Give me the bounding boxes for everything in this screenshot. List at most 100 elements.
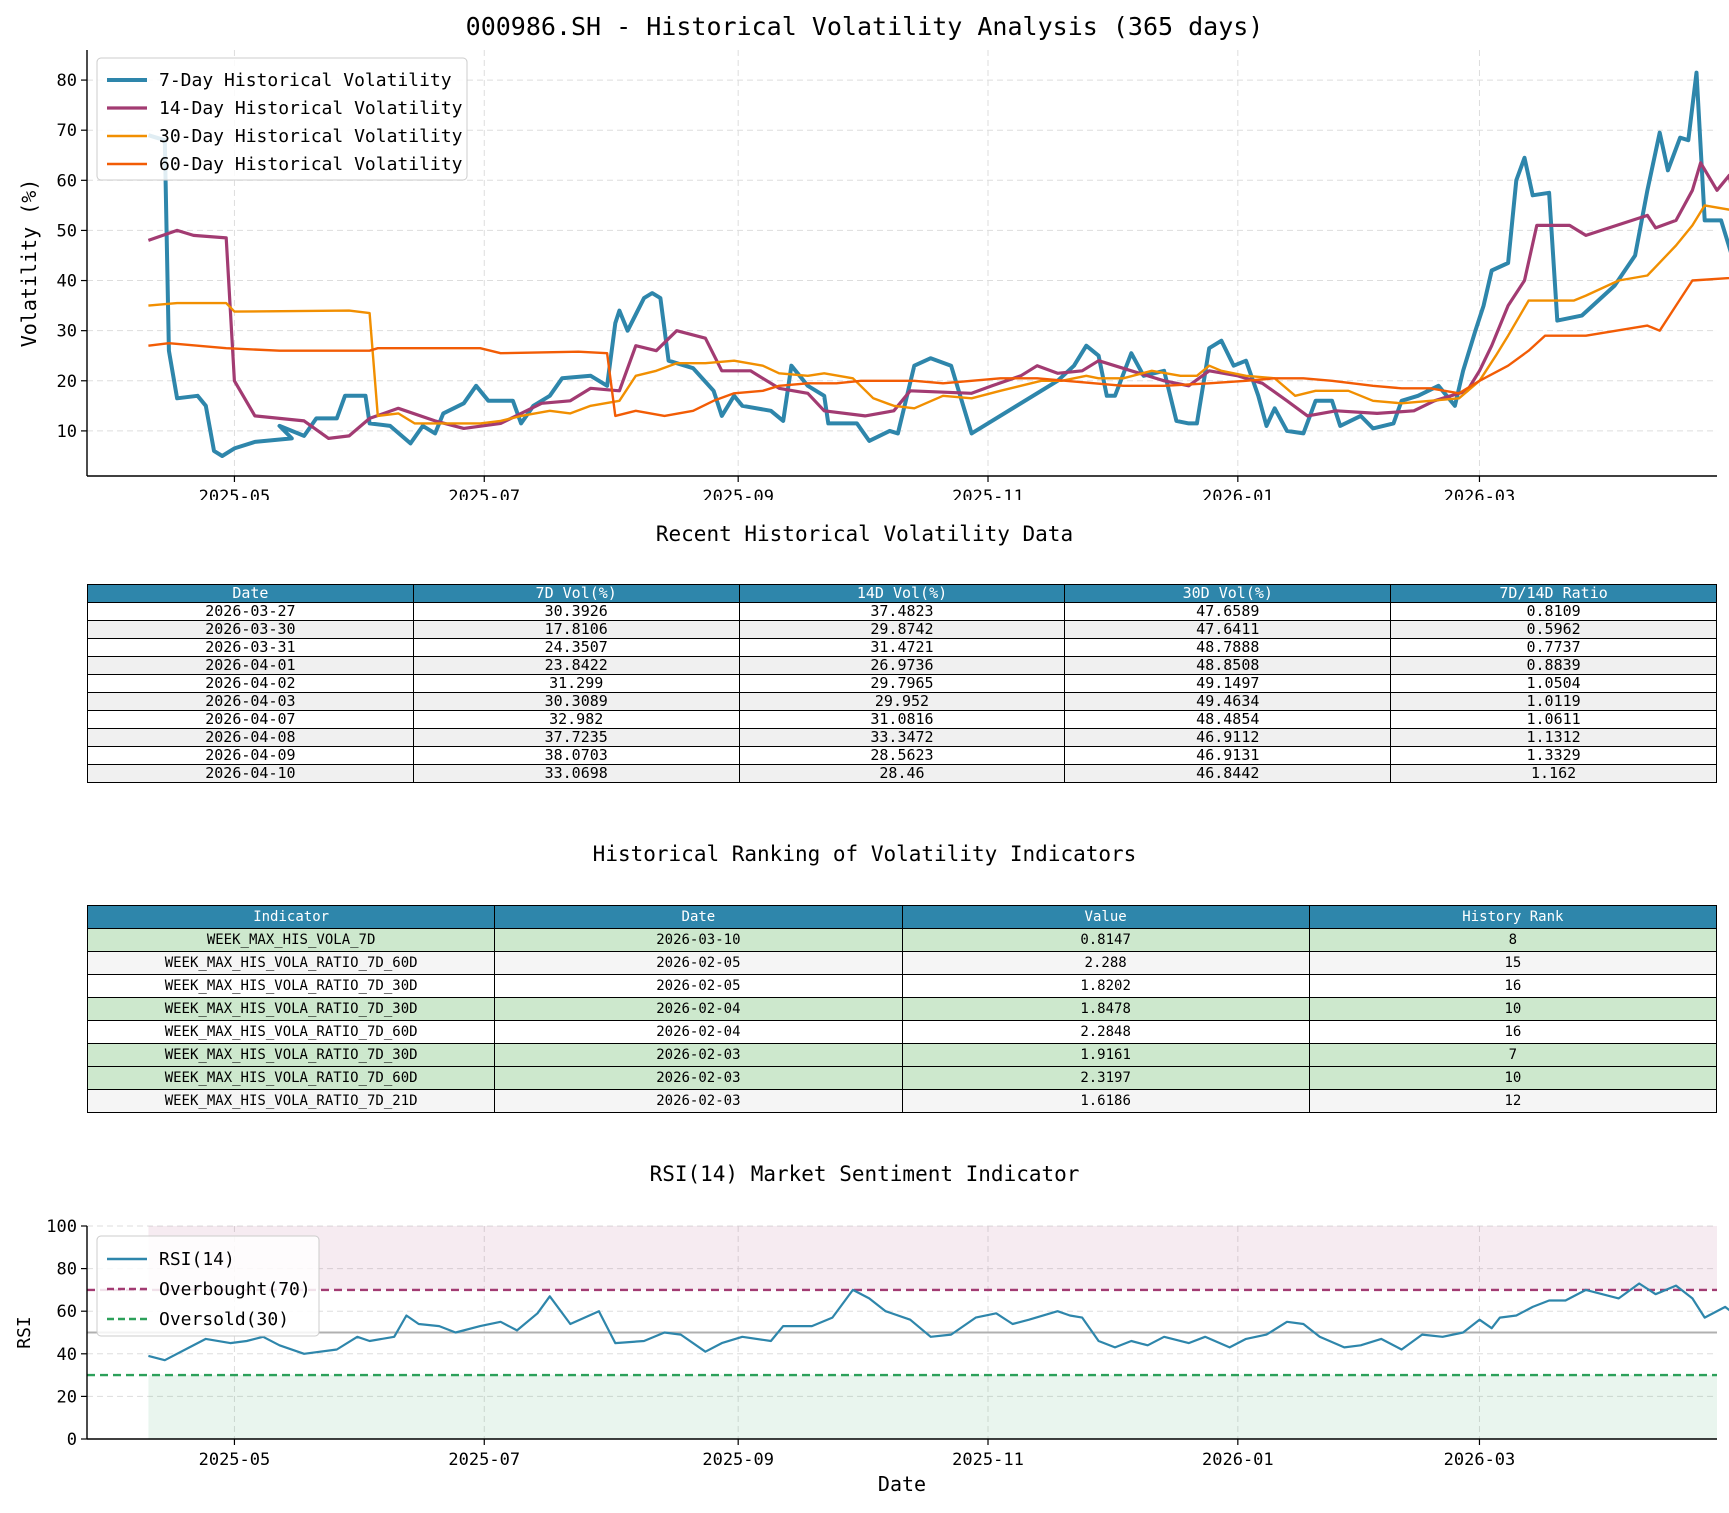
x-tick-label: 2025-09 xyxy=(702,1450,774,1470)
table-row: WEEK_MAX_HIS_VOLA_7D 2026-03-10 0.8147 8 xyxy=(86,928,1718,952)
table-cell: 2026-02-05 xyxy=(494,951,903,975)
column-header: 7D/14D Ratio xyxy=(1390,584,1717,603)
table-cell: 10 xyxy=(1308,1066,1718,1090)
y-tick-label: 40 xyxy=(57,272,77,292)
x-tick-label: 2026-01 xyxy=(1202,1450,1274,1470)
x-tick-label: 2025-07 xyxy=(448,1450,520,1470)
table-cell: 2026-02-03 xyxy=(494,1089,903,1113)
table-cell: 49.4634 xyxy=(1064,692,1392,711)
table-cell: 2026-02-03 xyxy=(494,1066,903,1090)
legend-label: Overbought(70) xyxy=(159,1279,311,1300)
y-tick-label: 60 xyxy=(57,1302,77,1322)
series-line-3 xyxy=(148,204,1729,425)
x-tick-label: 2026-01 xyxy=(1202,487,1274,500)
table-cell: 16 xyxy=(1308,974,1718,998)
table-cell: 29.952 xyxy=(738,692,1066,711)
table-cell: WEEK_MAX_HIS_VOLA_RATIO_7D_60D xyxy=(86,1066,496,1090)
table-cell: 2026-04-08 xyxy=(87,728,414,747)
table-cell: 12 xyxy=(1308,1089,1718,1113)
table-cell: 0.8839 xyxy=(1390,656,1717,675)
table-cell: 37.7235 xyxy=(412,728,740,747)
table-cell: 31.0816 xyxy=(738,710,1066,729)
table-row: 2026-03-27 30.3926 37.4823 47.6589 0.8109 xyxy=(87,602,1717,621)
table-cell: 28.46 xyxy=(738,764,1066,783)
overbought-zone xyxy=(148,1226,1718,1290)
table-cell: 33.0698 xyxy=(412,764,740,783)
table-row: WEEK_MAX_HIS_VOLA_RATIO_7D_30D 2026-02-04… xyxy=(86,997,1718,1021)
table-cell: WEEK_MAX_HIS_VOLA_RATIO_7D_60D xyxy=(86,951,496,975)
x-tick-label: 2025-07 xyxy=(448,487,520,500)
table-row: WEEK_MAX_HIS_VOLA_RATIO_7D_60D 2026-02-03… xyxy=(86,1066,1718,1090)
table-cell: 38.0703 xyxy=(412,746,740,765)
table-cell: 2026-02-05 xyxy=(494,974,903,998)
column-header: Indicator xyxy=(86,905,496,929)
legend-label: 30-Day Historical Volatility xyxy=(159,126,463,147)
table-cell: 31.299 xyxy=(412,674,740,693)
table-cell: 2026-02-04 xyxy=(494,1020,903,1044)
table-cell: WEEK_MAX_HIS_VOLA_RATIO_7D_30D xyxy=(86,997,496,1021)
table-cell: 1.0504 xyxy=(1390,674,1717,693)
table-cell: 29.8742 xyxy=(738,620,1066,639)
table-cell: 46.8442 xyxy=(1064,764,1392,783)
table-cell: 2026-04-01 xyxy=(87,656,414,675)
x-tick-label: 2025-11 xyxy=(952,487,1024,500)
y-tick-label: 80 xyxy=(57,71,77,91)
table-cell: 2.288 xyxy=(901,951,1310,975)
volatility-chart: 2025-05 2025-07 2025-09 2025-11 2026-01 2026-… xyxy=(17,50,1729,500)
table-cell: 47.6589 xyxy=(1064,602,1392,621)
table-cell: 23.8422 xyxy=(412,656,740,675)
table-row: WEEK_MAX_HIS_VOLA_RATIO_7D_30D 2026-02-05… xyxy=(86,974,1718,998)
table-cell: 1.0119 xyxy=(1390,692,1717,711)
y-tick-label: 10 xyxy=(57,422,77,442)
table-cell: 2026-04-09 xyxy=(87,746,414,765)
table-cell: 28.5623 xyxy=(738,746,1066,765)
x-axis-label: Date xyxy=(878,1472,926,1496)
table-cell: 1.1312 xyxy=(1390,728,1717,747)
y-tick-label: 50 xyxy=(57,221,77,241)
column-header: Date xyxy=(494,905,903,929)
legend: 7-Day Historical Volatility 14-Day Histor… xyxy=(96,57,468,181)
table-cell: 2026-04-03 xyxy=(87,692,414,711)
y-tick-label: 70 xyxy=(57,121,77,141)
table-cell: 47.6411 xyxy=(1064,620,1392,639)
table-cell: 2026-03-30 xyxy=(87,620,414,639)
table-row: WEEK_MAX_HIS_VOLA_RATIO_7D_21D 2026-02-03… xyxy=(86,1089,1718,1113)
table-header-row: Indicator Date Value History Rank xyxy=(86,905,1718,929)
legend-label: 14-Day Historical Volatility xyxy=(159,98,463,119)
y-tick-label: 80 xyxy=(57,1260,77,1280)
table-row: 2026-03-31 24.3507 31.4721 48.7888 0.7737 xyxy=(87,638,1717,657)
table-cell: 2026-03-27 xyxy=(87,602,414,621)
x-tick-label: 2026-03 xyxy=(1444,1450,1516,1470)
table-cell: 17.8106 xyxy=(412,620,740,639)
column-header: Date xyxy=(87,584,414,603)
table-row: 2026-04-03 30.3089 29.952 49.4634 1.0119 xyxy=(87,692,1717,711)
table-cell: 7 xyxy=(1308,1043,1718,1067)
table-cell: 46.9131 xyxy=(1064,746,1392,765)
table-cell: 8 xyxy=(1308,928,1718,952)
column-header: 30D Vol(%) xyxy=(1064,584,1392,603)
table-cell: 48.7888 xyxy=(1064,638,1392,657)
table-cell: 1.3329 xyxy=(1390,746,1717,765)
table-cell: 2026-02-04 xyxy=(494,997,903,1021)
table-cell: 37.4823 xyxy=(738,602,1066,621)
y-axis-label: RSI xyxy=(14,1316,35,1349)
table-cell: 2026-03-10 xyxy=(494,928,903,952)
table-cell: 2026-02-03 xyxy=(494,1043,903,1067)
y-tick-label: 40 xyxy=(57,1345,77,1365)
y-tick-label: 20 xyxy=(57,372,77,392)
table-cell: 1.8202 xyxy=(901,974,1310,998)
table-cell: 29.7965 xyxy=(738,674,1066,693)
column-header: 14D Vol(%) xyxy=(738,584,1066,603)
series-line-1 xyxy=(147,70,1729,458)
column-header: History Rank xyxy=(1308,905,1718,929)
table-cell: 2026-04-10 xyxy=(87,764,414,783)
table-row: WEEK_MAX_HIS_VOLA_RATIO_7D_30D 2026-02-03… xyxy=(86,1043,1718,1067)
table-cell: 1.9161 xyxy=(901,1043,1310,1067)
table-cell: 32.982 xyxy=(412,710,740,729)
table-cell: 30.3089 xyxy=(412,692,740,711)
volatility-table: Date 7D Vol(%) 14D Vol(%) 30D Vol(%) 7D/14D … xyxy=(87,584,1717,783)
table-cell: WEEK_MAX_HIS_VOLA_RATIO_7D_60D xyxy=(86,1020,496,1044)
column-header: Value xyxy=(901,905,1310,929)
x-tick-label: 2025-05 xyxy=(199,1450,271,1470)
